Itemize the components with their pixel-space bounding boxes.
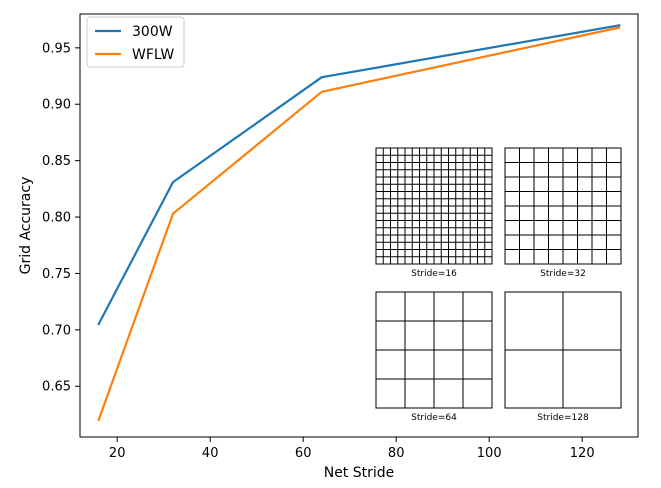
x-tick-label: 60 — [295, 446, 312, 461]
stride-grid-inset: Stride=16 — [375, 147, 493, 279]
stride-grid-inset: Stride=32 — [504, 147, 622, 279]
x-tick-label: 20 — [109, 446, 126, 461]
legend: 300W WFLW — [86, 16, 185, 68]
y-tick-label: 0.65 — [42, 380, 71, 395]
x-axis-ticks: 20 40 60 80 100 120 — [109, 437, 595, 461]
data-point-wflw — [320, 90, 323, 93]
y-tick-label: 0.95 — [42, 41, 71, 56]
data-point-wflw — [171, 212, 175, 215]
plot-area-frame — [79, 13, 639, 438]
data-point-300w — [618, 24, 621, 27]
inset-caption: Stride=128 — [537, 413, 589, 423]
stride-grid-inset: Stride=64 — [375, 291, 493, 423]
data-point-300w — [320, 76, 323, 79]
data-point-300w — [171, 180, 175, 184]
inset-caption: Stride=16 — [411, 269, 457, 279]
series-line-wflw — [97, 26, 620, 421]
series-line-300w — [97, 24, 620, 325]
x-tick-label: 80 — [388, 446, 405, 461]
data-point-wflw — [618, 26, 621, 29]
y-tick-label: 0.75 — [42, 267, 71, 282]
data-point-300w — [97, 323, 100, 326]
data-point-wflw — [97, 418, 100, 422]
x-axis-title: Net Stride — [324, 465, 395, 481]
legend-label: 300W — [132, 24, 173, 40]
y-tick-label: 0.85 — [42, 154, 71, 169]
legend-label: WFLW — [132, 47, 174, 63]
y-axis-ticks: 0.65 0.70 0.75 0.80 0.85 0.90 0.95 — [42, 41, 80, 395]
x-tick-label: 120 — [570, 446, 595, 461]
y-tick-label: 0.90 — [42, 98, 71, 113]
x-tick-label: 40 — [202, 446, 219, 461]
y-axis-title: Grid Accuracy — [18, 177, 34, 275]
series-lines — [97, 24, 621, 422]
y-tick-label: 0.70 — [42, 323, 71, 338]
y-tick-label: 0.80 — [42, 211, 71, 226]
x-tick-label: 100 — [477, 446, 502, 461]
inset-caption: Stride=32 — [540, 269, 586, 279]
stride-grid-insets: Stride=16 Stride=32 Stride=64 Stride=128 — [375, 147, 622, 423]
inset-caption: Stride=64 — [411, 413, 457, 423]
stride-grid-inset: Stride=128 — [504, 291, 622, 423]
